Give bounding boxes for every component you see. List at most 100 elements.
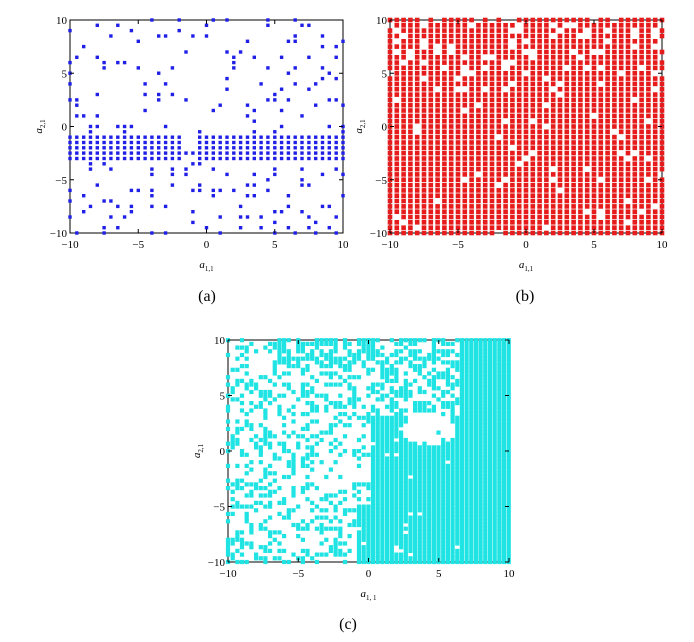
data-point bbox=[516, 193, 522, 198]
data-point bbox=[408, 102, 413, 108]
data-point bbox=[370, 389, 376, 395]
data-point bbox=[291, 356, 296, 361]
data-point bbox=[431, 386, 436, 391]
data-point bbox=[319, 541, 324, 546]
data-point bbox=[441, 548, 446, 553]
data-point bbox=[510, 129, 515, 135]
data-point bbox=[448, 39, 454, 44]
data-point bbox=[455, 166, 461, 172]
data-point bbox=[258, 445, 263, 450]
data-point bbox=[455, 49, 461, 55]
data-point bbox=[150, 188, 154, 193]
data-point bbox=[385, 519, 390, 524]
data-point bbox=[338, 360, 343, 365]
data-point bbox=[375, 397, 380, 402]
data-point bbox=[291, 467, 296, 472]
data-point bbox=[258, 401, 263, 406]
data-point bbox=[537, 108, 542, 113]
data-point bbox=[478, 386, 483, 391]
data-point bbox=[489, 204, 495, 209]
data-point bbox=[310, 467, 315, 472]
data-point bbox=[109, 151, 113, 155]
data-point bbox=[361, 548, 366, 553]
data-point bbox=[516, 65, 522, 71]
data-point bbox=[506, 471, 511, 476]
data-point bbox=[422, 478, 427, 483]
data-point bbox=[464, 404, 469, 409]
data-point bbox=[473, 471, 479, 476]
data-point bbox=[482, 177, 488, 182]
data-point bbox=[441, 534, 446, 539]
data-point bbox=[258, 375, 263, 380]
data-point bbox=[293, 66, 297, 70]
data-point bbox=[307, 151, 311, 155]
data-point bbox=[380, 548, 385, 553]
data-point bbox=[591, 145, 597, 151]
data-point bbox=[459, 526, 464, 531]
data-point bbox=[455, 204, 461, 209]
data-point bbox=[414, 28, 420, 33]
data-point bbox=[489, 230, 495, 236]
data-point bbox=[356, 375, 362, 380]
data-point bbox=[370, 430, 376, 435]
data-point bbox=[291, 460, 296, 465]
data-point bbox=[356, 541, 362, 546]
data-point bbox=[380, 452, 385, 457]
data-point bbox=[478, 371, 483, 376]
data-point bbox=[478, 437, 483, 443]
data-point bbox=[455, 493, 460, 498]
data-point bbox=[584, 204, 590, 209]
data-point bbox=[394, 204, 400, 209]
data-point bbox=[380, 552, 385, 557]
data-point bbox=[503, 49, 508, 55]
data-point bbox=[652, 134, 658, 140]
data-point bbox=[605, 172, 610, 177]
data-point bbox=[473, 530, 479, 535]
data-point bbox=[487, 352, 493, 358]
data-point bbox=[366, 534, 371, 539]
data-point bbox=[401, 97, 406, 103]
data-point bbox=[492, 515, 497, 520]
data-point bbox=[516, 198, 522, 204]
data-point bbox=[516, 86, 522, 92]
data-point bbox=[501, 338, 507, 343]
data-point bbox=[394, 341, 399, 346]
data-point bbox=[516, 113, 522, 119]
data-point bbox=[338, 548, 343, 553]
data-point bbox=[544, 188, 549, 193]
data-point bbox=[401, 44, 406, 49]
data-point bbox=[459, 500, 464, 505]
data-point bbox=[483, 356, 488, 361]
data-point bbox=[428, 65, 434, 71]
data-point bbox=[450, 441, 455, 446]
data-point bbox=[198, 183, 202, 187]
data-point bbox=[263, 437, 268, 443]
data-point bbox=[501, 401, 507, 406]
data-point bbox=[605, 145, 610, 151]
data-point bbox=[387, 108, 393, 113]
data-point bbox=[455, 172, 461, 177]
data-point bbox=[427, 371, 432, 376]
data-point bbox=[571, 134, 576, 140]
data-point bbox=[506, 437, 511, 443]
data-point bbox=[268, 530, 273, 535]
data-point bbox=[370, 345, 376, 350]
data-point bbox=[523, 182, 529, 188]
data-point bbox=[510, 172, 515, 177]
data-point bbox=[571, 172, 576, 177]
data-point bbox=[401, 198, 406, 204]
data-point bbox=[646, 102, 651, 108]
data-point bbox=[421, 86, 427, 92]
data-point bbox=[455, 182, 461, 188]
data-point bbox=[328, 526, 333, 531]
data-point bbox=[476, 145, 481, 151]
data-point bbox=[310, 341, 315, 346]
data-point bbox=[252, 119, 256, 123]
data-point bbox=[489, 33, 495, 39]
data-point bbox=[334, 76, 338, 81]
data-point bbox=[450, 437, 455, 443]
data-point bbox=[550, 204, 556, 209]
data-point bbox=[571, 129, 576, 135]
data-point bbox=[225, 76, 229, 81]
data-point bbox=[530, 76, 536, 81]
